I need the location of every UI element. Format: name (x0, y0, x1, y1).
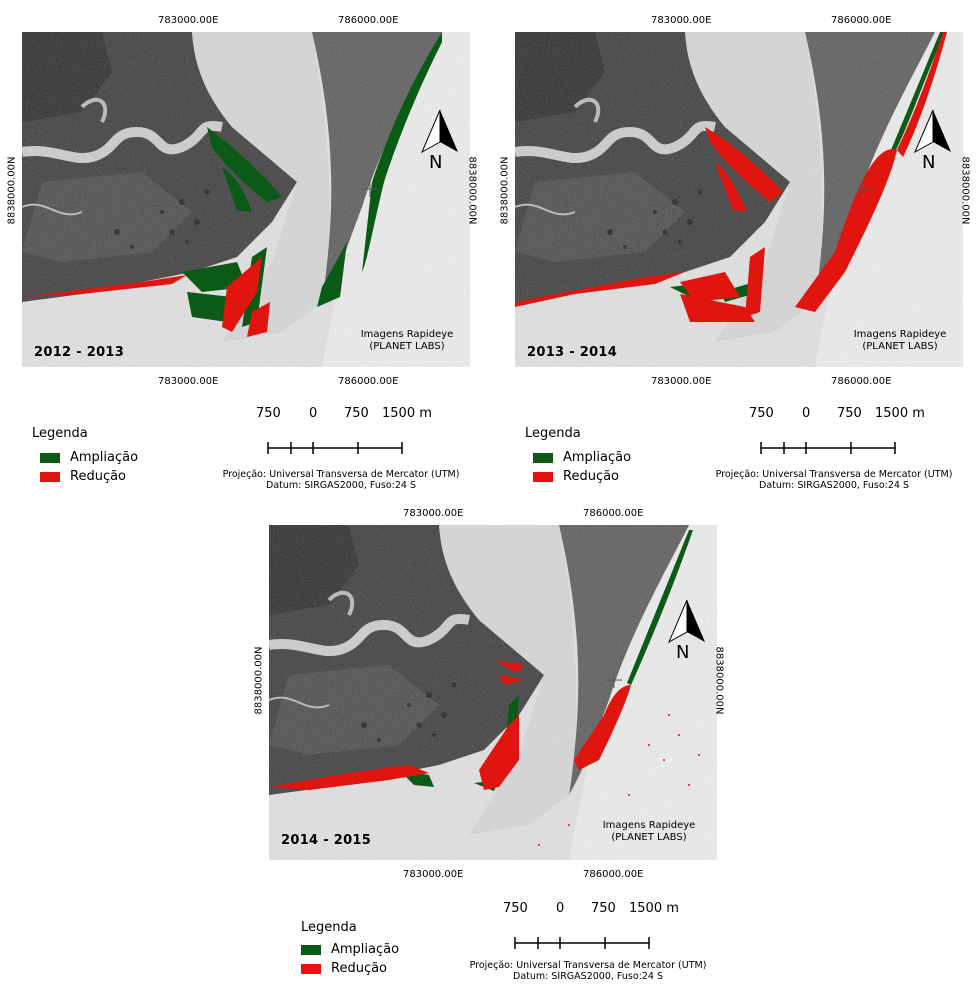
period-label: 2012 - 2013 (34, 345, 125, 360)
easting-label: 786000.00E (831, 376, 892, 387)
northing-label: 8838000.00N (959, 156, 971, 225)
legend-item-reduction: Redução (301, 961, 387, 976)
reduction-areas (269, 660, 631, 790)
period-label: 2013 - 2014 (527, 345, 618, 360)
easting-label: 786000.00E (338, 376, 399, 387)
map-panel-2013-2014: 783000.00E 786000.00E (499, 15, 971, 491)
legend-swatch (301, 944, 321, 955)
easting-label: 783000.00E (651, 376, 712, 387)
easting-label: 786000.00E (338, 15, 399, 26)
north-label: N (676, 642, 690, 663)
easting-label: 786000.00E (831, 15, 892, 26)
legend-swatch (533, 452, 553, 463)
north-label: N (922, 152, 936, 173)
legend-item-expansion: Ampliação (40, 450, 138, 465)
northing-label: 8838000.00N (466, 156, 478, 225)
image-credit: Imagens Rapideye (PLANET LABS) (602, 820, 696, 843)
legend-item-reduction: Redução (40, 469, 126, 484)
map-panel-2012-2013: 783000.00E 786000.00E (6, 15, 478, 491)
easting-label: 783000.00E (158, 376, 219, 387)
northing-label: 8838000.00N (253, 646, 265, 715)
reduction-areas (515, 32, 947, 322)
projection-info: Projeção: Universal Transversa de Mercat… (469, 960, 707, 982)
projection-info: Projeção: Universal Transversa de Mercat… (222, 469, 460, 491)
map-panel-2014-2015: 783000.00E 786000.00E (253, 508, 725, 982)
reduction-areas (22, 257, 270, 337)
easting-label: 783000.00E (403, 869, 464, 880)
satellite-map[interactable]: N 2014 - 2015 Imagens Rapideye (PLANET LA… (269, 525, 717, 860)
legend-swatch (301, 963, 321, 974)
easting-label: 786000.00E (583, 869, 644, 880)
north-arrow-icon (420, 109, 458, 154)
legend-swatch (40, 471, 60, 482)
projection-info: Projeção: Universal Transversa de Mercat… (715, 469, 953, 491)
easting-label: 783000.00E (651, 15, 712, 26)
image-credit: Imagens Rapideye (PLANET LABS) (853, 329, 947, 352)
satellite-map[interactable]: N 2012 - 2013 Imagens Rapideye (PLANET LA… (22, 32, 470, 367)
northing-label: 8838000.00N (713, 646, 725, 715)
legend-item-expansion: Ampliação (301, 942, 399, 957)
northing-label: 8838000.00N (499, 156, 511, 225)
legend-title: Legenda (525, 426, 581, 441)
scale-bar (760, 442, 896, 454)
reduction-specks (538, 714, 700, 846)
north-arrow-icon (913, 109, 951, 154)
legend-item-reduction: Redução (533, 469, 619, 484)
easting-label: 783000.00E (403, 508, 464, 519)
satellite-map[interactable]: N 2013 - 2014 Imagens Rapideye (PLANET LA… (515, 32, 963, 367)
north-arrow-icon (667, 599, 705, 644)
period-label: 2014 - 2015 (281, 833, 372, 848)
legend-swatch (40, 452, 60, 463)
easting-label: 783000.00E (158, 15, 219, 26)
legend-title: Legenda (301, 920, 357, 935)
scale-bar (514, 937, 650, 949)
north-label: N (429, 152, 443, 173)
image-credit: Imagens Rapideye (PLANET LABS) (360, 329, 454, 352)
easting-label: 786000.00E (583, 508, 644, 519)
legend-item-expansion: Ampliação (533, 450, 631, 465)
northing-label: 8838000.00N (6, 156, 18, 225)
legend-swatch (533, 471, 553, 482)
scale-bar (267, 442, 403, 454)
legend-title: Legenda (32, 426, 88, 441)
